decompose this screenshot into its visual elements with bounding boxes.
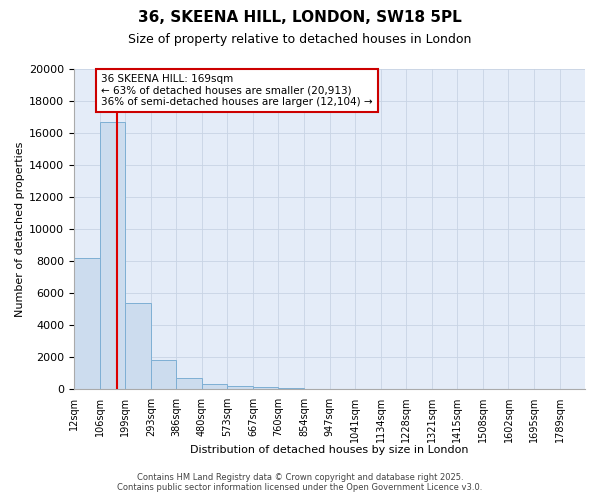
X-axis label: Distribution of detached houses by size in London: Distribution of detached houses by size … [190, 445, 469, 455]
Bar [125, 302, 151, 389]
Bar [74, 258, 100, 389]
Bar [202, 384, 227, 389]
Bar [151, 360, 176, 389]
Y-axis label: Number of detached properties: Number of detached properties [15, 142, 25, 316]
Bar [176, 378, 202, 389]
Bar [278, 388, 304, 389]
Text: Contains HM Land Registry data © Crown copyright and database right 2025.
Contai: Contains HM Land Registry data © Crown c… [118, 473, 482, 492]
Text: 36 SKEENA HILL: 169sqm
← 63% of detached houses are smaller (20,913)
36% of semi: 36 SKEENA HILL: 169sqm ← 63% of detached… [101, 74, 373, 107]
Text: Size of property relative to detached houses in London: Size of property relative to detached ho… [128, 32, 472, 46]
Bar [227, 386, 253, 389]
Bar [253, 387, 278, 389]
Text: 36, SKEENA HILL, LONDON, SW18 5PL: 36, SKEENA HILL, LONDON, SW18 5PL [138, 10, 462, 25]
Bar [100, 122, 125, 389]
